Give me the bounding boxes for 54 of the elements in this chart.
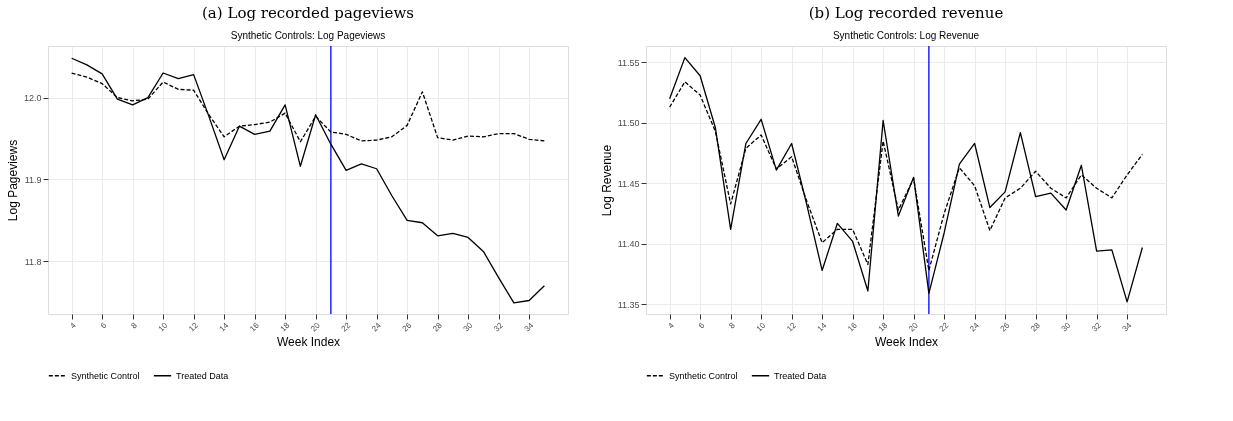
legend-label: Treated Data (774, 370, 827, 381)
x-tick-label: 30 (1059, 320, 1073, 334)
x-tick-label: 6 (98, 320, 109, 331)
x-tick-label: 10 (156, 320, 170, 334)
x-tick-label: 26 (400, 320, 414, 334)
legend-label: Synthetic Control (71, 370, 140, 381)
x-tick-label: 10 (754, 320, 768, 334)
x-tick-label: 4 (666, 320, 677, 331)
chart-subtitle: Synthetic Controls: Log Pageviews (230, 30, 386, 42)
x-tick-label: 4 (68, 320, 79, 331)
x-tick-label: 28 (431, 320, 445, 334)
x-axis-title: Week Index (874, 335, 939, 350)
x-tick-label: 12 (187, 320, 201, 334)
x-tick-label: 14 (217, 320, 231, 334)
x-tick-label: 24 (968, 320, 982, 334)
x-tick-label: 32 (1090, 320, 1104, 334)
x-tick-label: 34 (522, 320, 536, 334)
x-tick-label: 20 (907, 320, 921, 334)
y-tick-label: 11.8 (24, 256, 42, 267)
x-tick-label: 22 (937, 320, 951, 334)
x-tick-label: 22 (339, 320, 353, 334)
y-axis-title: Log Pageviews (5, 139, 20, 222)
x-tick-label: 16 (248, 320, 262, 334)
y-tick-label: 11.9 (24, 174, 42, 185)
x-tick-label: 12 (785, 320, 799, 334)
x-tick-label: 24 (370, 320, 384, 334)
x-tick-label: 6 (696, 320, 707, 331)
x-tick-label: 18 (876, 320, 890, 334)
y-tick-label: 11.55 (617, 57, 640, 68)
x-tick-label: 28 (1029, 320, 1043, 334)
chart-title: (b) Log recorded revenue (808, 4, 1004, 23)
x-tick-label: 8 (727, 320, 738, 331)
y-tick-label: 11.50 (617, 118, 640, 129)
x-tick-label: 8 (129, 320, 140, 331)
x-tick-label: 34 (1120, 320, 1134, 334)
line-series (70, 57, 546, 304)
legend-label: Treated Data (176, 370, 229, 381)
x-tick-label: 32 (492, 320, 506, 334)
x-tick-label: 30 (461, 320, 475, 334)
x-tick-label: 18 (278, 320, 292, 334)
y-tick-label: 11.35 (617, 299, 640, 310)
y-tick-label: 12.0 (23, 93, 42, 104)
x-tick-label: 26 (998, 320, 1012, 334)
y-axis-title: Log Revenue (599, 144, 614, 217)
x-tick-label: 20 (309, 320, 323, 334)
y-tick-label: 11.45 (617, 178, 640, 189)
chart-title: (a) Log recorded pageviews (202, 4, 414, 23)
x-axis-title: Week Index (276, 335, 341, 350)
line-series (668, 56, 1144, 303)
x-tick-label: 14 (815, 320, 829, 334)
legend-label: Synthetic Control (669, 370, 738, 381)
x-tick-label: 16 (846, 320, 860, 334)
y-tick-label: 11.40 (617, 239, 640, 250)
chart-subtitle: Synthetic Controls: Log Revenue (832, 30, 980, 42)
